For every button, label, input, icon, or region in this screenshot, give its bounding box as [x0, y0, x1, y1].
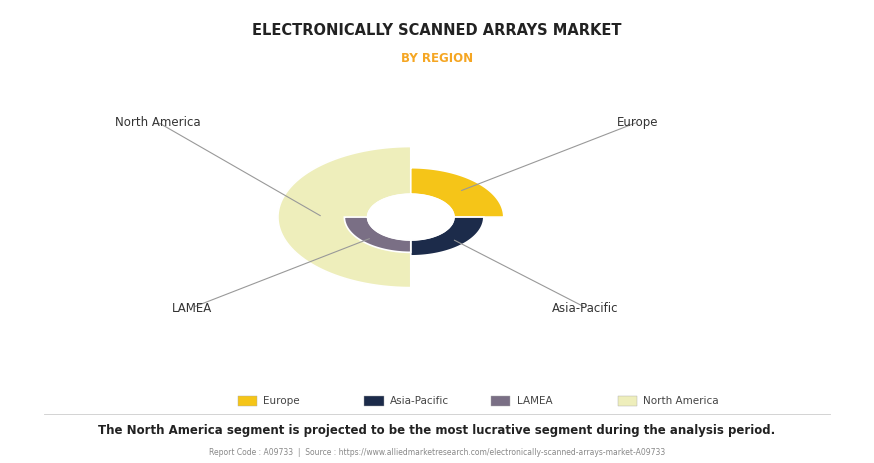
- Polygon shape: [411, 218, 484, 257]
- Text: Europe: Europe: [263, 395, 300, 406]
- Text: LAMEA: LAMEA: [172, 301, 212, 314]
- Text: Asia-Pacific: Asia-Pacific: [390, 395, 449, 406]
- Text: Europe: Europe: [617, 116, 659, 129]
- Text: BY REGION: BY REGION: [401, 51, 473, 64]
- Text: The North America segment is projected to be the most lucrative segment during t: The North America segment is projected t…: [99, 423, 775, 436]
- Text: North America: North America: [643, 395, 719, 406]
- Polygon shape: [344, 218, 411, 253]
- FancyBboxPatch shape: [364, 396, 384, 406]
- FancyBboxPatch shape: [238, 396, 257, 406]
- Text: Report Code : A09733  |  Source : https://www.alliedmarketresearch.com/electroni: Report Code : A09733 | Source : https://…: [209, 447, 665, 456]
- Text: Asia-Pacific: Asia-Pacific: [552, 301, 619, 314]
- Circle shape: [368, 195, 454, 240]
- Text: North America: North America: [114, 116, 200, 129]
- Text: LAMEA: LAMEA: [517, 395, 552, 406]
- FancyBboxPatch shape: [491, 396, 510, 406]
- Polygon shape: [278, 147, 411, 288]
- FancyBboxPatch shape: [618, 396, 637, 406]
- Text: ELECTRONICALLY SCANNED ARRAYS MARKET: ELECTRONICALLY SCANNED ARRAYS MARKET: [253, 23, 621, 38]
- Polygon shape: [411, 169, 503, 218]
